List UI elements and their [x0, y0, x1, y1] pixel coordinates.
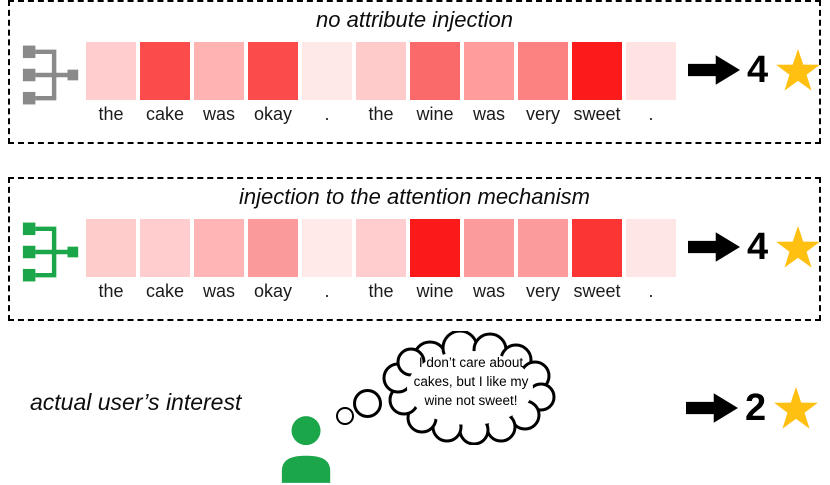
heatmap-cell — [410, 42, 460, 100]
token-label: the — [368, 281, 394, 301]
model-tree-icon-gray — [22, 45, 79, 105]
heatmap-cell — [86, 219, 136, 277]
arrow-right-icon — [688, 55, 740, 85]
thought-line: I don’t care about — [418, 355, 524, 370]
rating-value: 4 — [747, 226, 769, 268]
rating-value: 4 — [747, 49, 769, 91]
token-label: okay — [253, 281, 293, 301]
token-label: . — [324, 281, 330, 301]
star-icon — [776, 225, 820, 268]
heatmap-cell — [356, 42, 406, 100]
token-label: cake — [145, 104, 185, 124]
thought-bubble-dot-small — [336, 407, 354, 425]
heatmap-cell — [464, 42, 514, 100]
arrow-right-icon — [688, 232, 740, 262]
token-label: wine — [416, 104, 454, 124]
heatmap-cell — [140, 42, 190, 100]
heatmap-cell — [248, 219, 298, 277]
heatmap-cell — [410, 219, 460, 277]
heatmap-cell — [572, 42, 622, 100]
rating-value: 2 — [745, 387, 767, 429]
rating-group: 2 — [686, 386, 819, 430]
panel-title: no attribute injection — [316, 7, 513, 32]
rating-group: 4 — [688, 48, 821, 92]
token-label: was — [202, 281, 235, 301]
token-label: the — [98, 104, 124, 124]
token-label: wine — [416, 281, 454, 301]
heatmap-cell — [356, 219, 406, 277]
heatmap-cell — [302, 42, 352, 100]
heatmap-cell — [302, 219, 352, 277]
word-row: the cake was okay. the wine was very sweet. — [86, 281, 676, 302]
heatmap-cell — [518, 219, 568, 277]
panel-attention-injection: injection to the attention mechanism the… — [8, 177, 821, 321]
token-label: very — [525, 281, 560, 301]
heatmap-row — [86, 42, 676, 100]
token-label: the — [98, 281, 124, 301]
heatmap-cell — [518, 42, 568, 100]
heatmap-cell — [140, 219, 190, 277]
arrow-right-icon — [686, 393, 738, 423]
cloud-outline — [382, 331, 556, 445]
heatmap-cell — [86, 42, 136, 100]
thought-line: cakes, but I like my — [413, 374, 529, 389]
model-tree-icon-green — [22, 222, 79, 282]
heatmap-row — [86, 219, 676, 277]
heatmap-cell — [572, 219, 622, 277]
star-icon — [774, 386, 818, 429]
token-label: sweet — [573, 104, 621, 124]
token-label: sweet — [573, 281, 621, 301]
token-label: was — [472, 281, 505, 301]
thought-bubble-cloud: I don’t care about cakes, but I like my … — [382, 331, 560, 445]
token-label: very — [525, 104, 560, 124]
token-label: . — [324, 104, 330, 124]
actual-user-interest-label: actual user’s interest — [30, 389, 242, 415]
token-label: cake — [145, 281, 185, 301]
panel-no-injection: no attribute injection the cake was okay. th… — [8, 0, 821, 144]
heatmap-cell — [194, 219, 244, 277]
token-label: okay — [253, 104, 293, 124]
thought-line: wine not sweet! — [424, 393, 518, 408]
panel-title: injection to the attention mechanism — [239, 184, 590, 209]
token-label: was — [472, 104, 505, 124]
token-label: . — [648, 104, 654, 124]
word-row: the cake was okay. the wine was very sweet. — [86, 104, 676, 125]
thought-bubble-dot-medium — [353, 389, 382, 418]
user-person-icon — [281, 416, 331, 483]
token-label: the — [368, 104, 394, 124]
heatmap-cell — [194, 42, 244, 100]
token-label: . — [648, 281, 654, 301]
heatmap-cell — [626, 42, 676, 100]
rating-group: 4 — [688, 225, 821, 269]
star-icon — [776, 48, 820, 91]
heatmap-cell — [248, 42, 298, 100]
token-label: was — [202, 104, 235, 124]
heatmap-cell — [626, 219, 676, 277]
heatmap-cell — [464, 219, 514, 277]
thought-bubble-text: I don’t care about cakes, but I like my … — [382, 353, 560, 410]
